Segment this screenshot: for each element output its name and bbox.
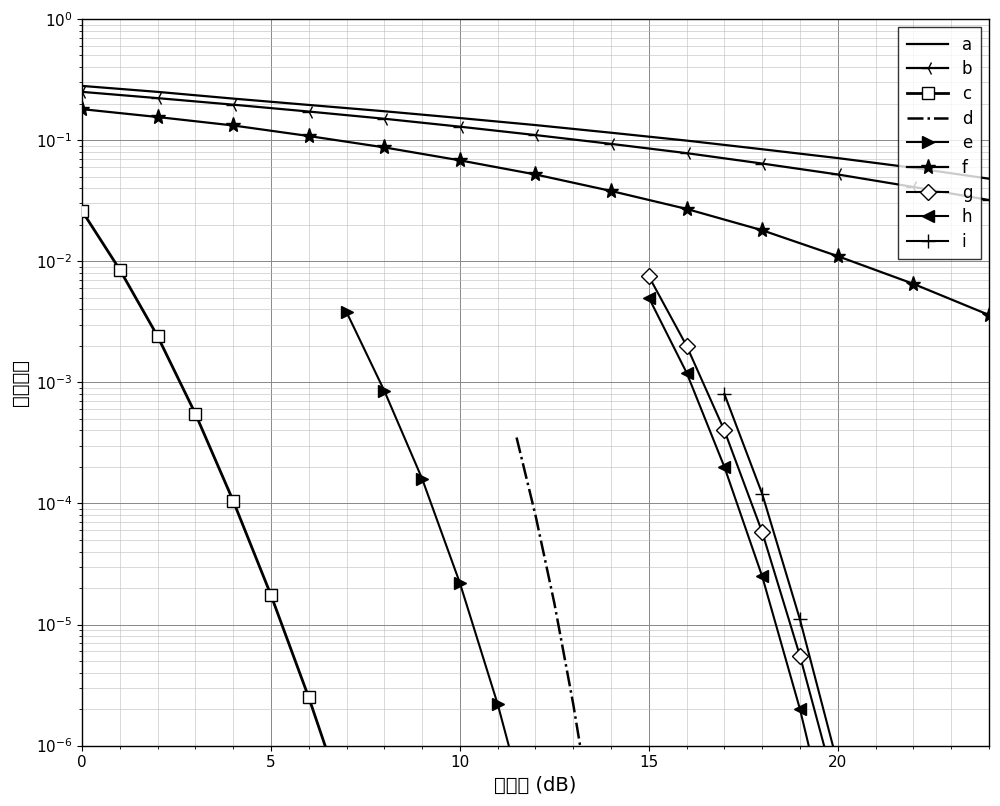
a [605, 128, 617, 138]
Line: i: i [717, 387, 958, 806]
b [303, 106, 315, 116]
a [907, 163, 919, 172]
d [548, 598, 560, 608]
b [152, 93, 164, 103]
c [152, 331, 164, 341]
h [681, 368, 693, 377]
a [303, 100, 315, 110]
a [529, 120, 541, 130]
g [681, 341, 693, 351]
b [983, 195, 995, 205]
c [265, 590, 277, 600]
f [832, 251, 844, 261]
h [643, 293, 655, 302]
b [76, 87, 88, 97]
a [454, 113, 466, 123]
h [756, 571, 768, 581]
e [454, 578, 466, 588]
a [983, 174, 995, 184]
f [454, 156, 466, 165]
f [303, 131, 315, 141]
i [794, 615, 806, 625]
e [492, 700, 504, 709]
Line: h: h [643, 292, 919, 806]
d [511, 433, 523, 442]
b [907, 182, 919, 192]
f [227, 121, 239, 131]
c [227, 496, 239, 505]
g [756, 527, 768, 537]
f [605, 186, 617, 196]
h [718, 462, 730, 472]
i [718, 389, 730, 399]
b [681, 148, 693, 158]
g [718, 426, 730, 435]
f [907, 279, 919, 289]
i [832, 759, 844, 769]
Line: f: f [74, 102, 997, 322]
c [303, 692, 315, 702]
a [832, 153, 844, 163]
Legend: a, b, c, d, e, f, g, h, i: a, b, c, d, e, f, g, h, i [898, 27, 981, 260]
a [681, 135, 693, 145]
f [681, 204, 693, 214]
X-axis label: 信噪比 (dB): 信噪比 (dB) [494, 776, 577, 795]
g [832, 791, 844, 801]
a [378, 106, 390, 116]
e [378, 386, 390, 396]
Line: d: d [517, 438, 649, 806]
f [983, 310, 995, 320]
b [605, 139, 617, 149]
b [529, 131, 541, 140]
e [416, 474, 428, 484]
f [152, 112, 164, 122]
Line: g: g [643, 271, 957, 806]
e [341, 307, 353, 317]
f [76, 104, 88, 114]
a [227, 93, 239, 103]
b [756, 159, 768, 168]
a [152, 87, 164, 97]
f [756, 226, 768, 235]
g [794, 651, 806, 661]
b [378, 114, 390, 123]
Line: c: c [76, 206, 352, 806]
c [341, 804, 353, 806]
b [227, 100, 239, 110]
Line: a: a [82, 86, 989, 179]
c [114, 265, 126, 275]
b [832, 169, 844, 179]
g [643, 272, 655, 281]
f [378, 143, 390, 152]
a [76, 81, 88, 91]
a [756, 144, 768, 154]
Line: e: e [341, 306, 617, 806]
d [529, 510, 541, 520]
c [76, 206, 88, 216]
Line: b: b [75, 85, 996, 207]
h [794, 704, 806, 714]
d [567, 700, 579, 709]
i [756, 489, 768, 499]
c [189, 409, 201, 418]
f [529, 169, 541, 179]
b [454, 122, 466, 131]
Y-axis label: 误比特率: 误比特率 [11, 359, 30, 405]
